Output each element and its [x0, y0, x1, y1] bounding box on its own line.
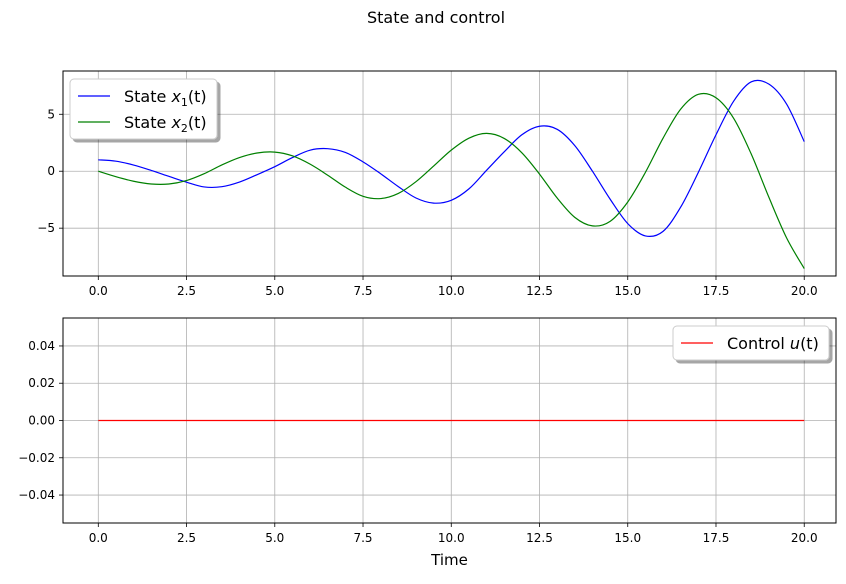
legend-box	[672, 325, 830, 361]
legend-label: Control u(t)	[727, 334, 819, 353]
axes-frame	[62, 70, 837, 277]
series-line-x2	[98, 92, 805, 269]
x-tick-label: 17.5	[703, 531, 730, 545]
y-tick-label: 0.02	[28, 376, 55, 390]
x-tick-label: 2.5	[177, 531, 196, 545]
state-plot: 0.0 2.5 5.0 7.5 10.0 12.5 15.0 17.5 20.0 −5 0 5 Stat…	[37, 70, 837, 298]
y-tick-label: −0.02	[18, 451, 55, 465]
x-axis-label: Time	[430, 551, 468, 569]
x-tick-label: 20.0	[791, 531, 818, 545]
legend: Control u(t)	[672, 325, 830, 361]
legend: State x1(t) State x2(t)	[69, 78, 218, 140]
x-tick-label: 0.0	[89, 531, 108, 545]
control-plot: 0.0 2.5 5.0 7.5 10.0 12.5 15.0 17.5 20.0 −0.04 −0.…	[18, 317, 837, 569]
x-tick-label: 12.5	[526, 531, 553, 545]
x-tick-label: 5.0	[265, 284, 284, 298]
legend-label: State x2(t)	[124, 113, 207, 135]
y-tick-label: 0.00	[28, 414, 55, 428]
x-tick-label: 5.0	[265, 531, 284, 545]
x-tick-label: 12.5	[526, 284, 553, 298]
y-tick-label: 5	[47, 107, 55, 121]
x-tick-label: 10.0	[438, 284, 465, 298]
legend-box	[69, 78, 218, 140]
x-tick-label: 15.0	[614, 531, 641, 545]
y-tick-label: 0.04	[28, 339, 55, 353]
y-tick-label: −0.04	[18, 488, 55, 502]
figure-title: State and control	[367, 8, 505, 27]
x-tick-label: 7.5	[353, 531, 372, 545]
x-tick-label: 7.5	[353, 284, 372, 298]
x-tick-label: 10.0	[438, 531, 465, 545]
y-tick-label: −5	[37, 221, 55, 235]
x-tick-label: 20.0	[791, 284, 818, 298]
series-line-x1	[98, 79, 805, 238]
x-tick-label: 0.0	[89, 284, 108, 298]
x-tick-label: 2.5	[177, 284, 196, 298]
x-tick-label: 17.5	[703, 284, 730, 298]
y-tick-label: 0	[47, 164, 55, 178]
x-tick-label: 15.0	[614, 284, 641, 298]
legend-label: State x1(t)	[124, 87, 207, 109]
